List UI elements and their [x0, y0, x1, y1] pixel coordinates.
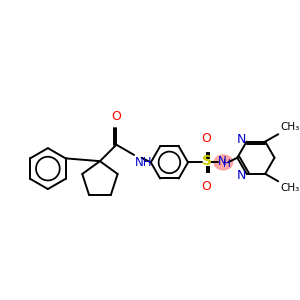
- Text: N: N: [218, 155, 227, 168]
- Text: O: O: [202, 180, 212, 193]
- Text: CH₃: CH₃: [280, 122, 299, 132]
- Text: N: N: [236, 133, 246, 146]
- Text: O: O: [202, 132, 212, 145]
- Text: NH: NH: [135, 156, 152, 169]
- Text: CH₃: CH₃: [280, 183, 299, 193]
- Text: S: S: [202, 154, 212, 169]
- Ellipse shape: [214, 155, 232, 170]
- Text: O: O: [111, 110, 121, 123]
- Text: H: H: [223, 159, 231, 169]
- Text: N: N: [236, 169, 246, 182]
